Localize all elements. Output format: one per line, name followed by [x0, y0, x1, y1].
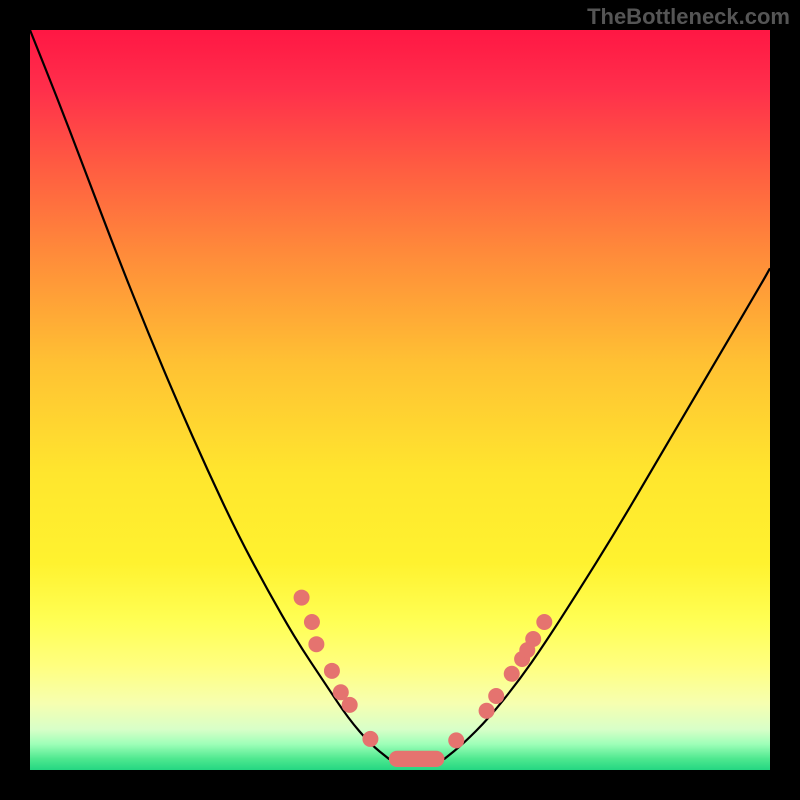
data-marker [525, 631, 541, 647]
bottleneck-chart [0, 0, 800, 800]
flat-marker-bar [389, 751, 445, 767]
data-marker [479, 703, 495, 719]
plot-background [30, 30, 770, 770]
data-marker [308, 636, 324, 652]
watermark-text: TheBottleneck.com [587, 4, 790, 30]
data-marker [304, 614, 320, 630]
data-marker [342, 697, 358, 713]
data-marker [504, 666, 520, 682]
data-marker [294, 590, 310, 606]
data-marker [488, 688, 504, 704]
chart-container: TheBottleneck.com [0, 0, 800, 800]
data-marker [536, 614, 552, 630]
data-marker [448, 732, 464, 748]
data-marker [362, 731, 378, 747]
data-marker [324, 663, 340, 679]
